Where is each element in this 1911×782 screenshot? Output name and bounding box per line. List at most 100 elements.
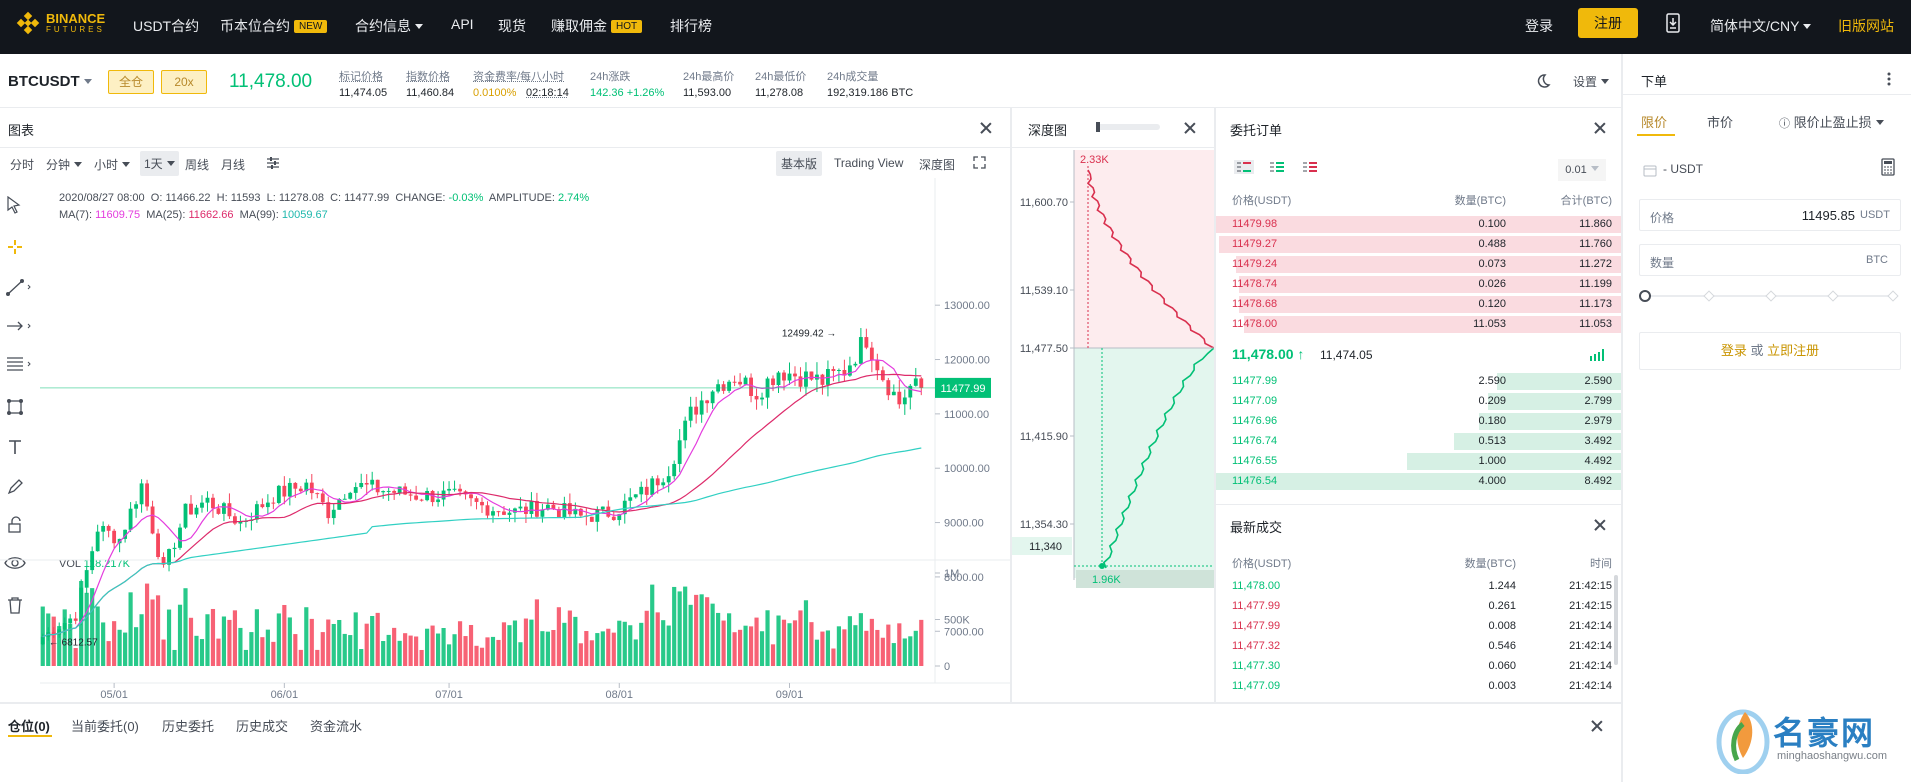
slider-handle[interactable] bbox=[1096, 122, 1100, 132]
more-vertical-icon[interactable] bbox=[1887, 72, 1891, 91]
trend-line-icon[interactable] bbox=[6, 278, 32, 301]
interval-month[interactable]: 月线 bbox=[221, 158, 246, 172]
scrollbar[interactable] bbox=[1614, 575, 1618, 665]
leverage-button[interactable]: 20x bbox=[161, 70, 207, 94]
ray-icon[interactable] bbox=[6, 319, 32, 338]
text-icon[interactable] bbox=[7, 438, 23, 461]
margin-mode-button[interactable]: 全仓 bbox=[108, 70, 154, 94]
orderbook-row[interactable]: 11476.54 4.000 8.492 bbox=[1216, 472, 1621, 491]
trash-icon[interactable] bbox=[7, 596, 23, 619]
form-login-link[interactable]: 登录 bbox=[1720, 343, 1747, 358]
slider-tick[interactable] bbox=[1765, 290, 1777, 302]
slider-tick[interactable] bbox=[1703, 290, 1715, 302]
tab-positions[interactable]: 仓位(0) bbox=[8, 719, 50, 734]
book-bids-icon[interactable] bbox=[1267, 160, 1287, 179]
binance-futures-logo[interactable]: BINANCE FUTURES bbox=[16, 11, 105, 35]
nav-usdt-futures[interactable]: USDT合约 bbox=[133, 18, 200, 34]
close-icon[interactable] bbox=[1184, 122, 1196, 134]
view-basic[interactable]: 基本版 bbox=[776, 151, 823, 176]
low-24h-label: 24h最低价 bbox=[755, 71, 807, 83]
lock-icon[interactable] bbox=[6, 516, 24, 539]
orderbook-row[interactable]: 11479.24 0.073 11.272 bbox=[1216, 255, 1621, 274]
moon-icon[interactable] bbox=[1535, 73, 1551, 92]
volume-bar bbox=[221, 616, 227, 666]
tab-market[interactable]: 市价 bbox=[1707, 115, 1734, 130]
quantity-field[interactable]: 数量 BTC bbox=[1639, 244, 1901, 276]
volume-bar bbox=[397, 640, 402, 666]
trade-time: 21:42:15 bbox=[1569, 600, 1612, 612]
close-icon[interactable] bbox=[1594, 519, 1606, 531]
interval-week[interactable]: 周线 bbox=[185, 158, 210, 172]
register-button[interactable]: 注册 bbox=[1578, 8, 1638, 38]
candlestick-chart[interactable]: 13000.00 12000.00 11000.00 10000.00 9000.00 8… bbox=[0, 178, 1010, 698]
tab-order-history[interactable]: 历史委托 bbox=[162, 719, 215, 734]
depth-zoom-slider[interactable] bbox=[1096, 122, 1160, 132]
view-depth[interactable]: 深度图 bbox=[919, 158, 956, 172]
trade-qty: 0.261 bbox=[1488, 600, 1516, 612]
nav-earn-commission[interactable]: 赚取佣金 HOT bbox=[551, 16, 643, 36]
orderbook-row[interactable]: 11478.74 0.026 11.199 bbox=[1216, 275, 1621, 294]
orderbook-row[interactable]: 11477.09 0.209 2.799 bbox=[1216, 392, 1621, 411]
interval-hour[interactable]: 小时 bbox=[94, 156, 131, 173]
candle-body bbox=[353, 487, 358, 493]
orderbook-row[interactable]: 11479.27 0.488 11.760 bbox=[1216, 235, 1621, 254]
close-icon[interactable] bbox=[1591, 720, 1603, 732]
old-site-link[interactable]: 旧版网站 bbox=[1838, 18, 1894, 34]
brush-icon[interactable] bbox=[6, 478, 24, 501]
orderbook-row[interactable]: 11479.98 0.100 11.860 bbox=[1216, 215, 1621, 234]
slider-tick[interactable] bbox=[1827, 290, 1839, 302]
tab-stop-limit[interactable]: ⓘ 限价止盈止损 bbox=[1779, 112, 1884, 131]
orderbook-row[interactable]: 11476.96 0.180 2.979 bbox=[1216, 412, 1621, 431]
signal-bars-icon[interactable] bbox=[1590, 348, 1606, 366]
tab-open-orders[interactable]: 当前委托(0) bbox=[71, 719, 139, 734]
price-input-value[interactable]: 11495.85 bbox=[1801, 208, 1855, 223]
nav-contract-info[interactable]: 合约信息 bbox=[355, 16, 423, 36]
slider-handle[interactable] bbox=[1639, 290, 1651, 302]
orderbook-row[interactable]: 11476.55 1.000 4.492 bbox=[1216, 452, 1621, 471]
price-field[interactable]: 价格 11495.85 USDT bbox=[1639, 199, 1901, 231]
book-both-icon[interactable] bbox=[1234, 160, 1254, 179]
language-selector[interactable]: 简体中文/CNY bbox=[1710, 16, 1812, 36]
nav-coin-futures[interactable]: 币本位合约 NEW bbox=[220, 16, 328, 36]
tab-limit[interactable]: 限价 bbox=[1641, 115, 1668, 130]
volume-bar bbox=[655, 612, 660, 666]
tab-trade-history[interactable]: 历史成交 bbox=[236, 719, 289, 734]
rectangle-icon[interactable] bbox=[6, 398, 24, 421]
symbol-selector[interactable]: BTCUSDT bbox=[8, 73, 92, 90]
volume-bar bbox=[172, 649, 177, 666]
close-icon[interactable] bbox=[980, 122, 992, 134]
close-icon[interactable] bbox=[1594, 122, 1606, 134]
interval-day[interactable]: 1天 bbox=[140, 151, 179, 176]
login-link[interactable]: 登录 bbox=[1525, 18, 1553, 34]
depth-chart[interactable]: 11,600.70 11,539.10 11,477.50 11,415.90 11,3… bbox=[1012, 150, 1214, 700]
volume-bar bbox=[573, 616, 578, 666]
nav-spot[interactable]: 现货 bbox=[498, 18, 526, 34]
slider-tick[interactable] bbox=[1887, 290, 1899, 302]
candle-body bbox=[672, 463, 677, 477]
fib-icon[interactable] bbox=[6, 356, 32, 377]
calculator-icon[interactable] bbox=[1881, 158, 1895, 181]
download-icon[interactable] bbox=[1666, 13, 1680, 36]
crosshair-icon[interactable] bbox=[6, 238, 24, 261]
indicator-icon[interactable] bbox=[266, 156, 280, 173]
book-asks-icon[interactable] bbox=[1300, 160, 1320, 179]
orderbook-row[interactable]: 11478.68 0.120 11.173 bbox=[1216, 295, 1621, 314]
settings-label: 设置 bbox=[1573, 75, 1598, 89]
interval-minute[interactable]: 分钟 bbox=[46, 156, 83, 173]
fullscreen-icon[interactable] bbox=[973, 156, 986, 172]
cursor-icon[interactable] bbox=[6, 195, 22, 219]
precision-select[interactable]: 0.01 bbox=[1558, 159, 1606, 181]
orderbook-row[interactable]: 11476.74 0.513 3.492 bbox=[1216, 432, 1621, 451]
nav-leaderboard[interactable]: 排行榜 bbox=[670, 18, 712, 34]
tab-transaction-history[interactable]: 资金流水 bbox=[310, 719, 363, 734]
settings-dropdown[interactable]: 设置 bbox=[1573, 73, 1610, 90]
percent-slider[interactable] bbox=[1639, 290, 1899, 302]
orderbook-row[interactable]: 11477.99 2.590 2.590 bbox=[1216, 372, 1621, 391]
orderbook-row[interactable]: 11478.00 11.053 11.053 bbox=[1216, 315, 1621, 334]
view-tradingview[interactable]: Trading View bbox=[834, 156, 904, 170]
nav-api[interactable]: API bbox=[451, 16, 474, 32]
form-register-link[interactable]: 立即注册 bbox=[1767, 343, 1820, 358]
candle-body bbox=[359, 483, 364, 488]
interval-time[interactable]: 分时 bbox=[10, 158, 35, 172]
volume-bar bbox=[348, 635, 353, 666]
